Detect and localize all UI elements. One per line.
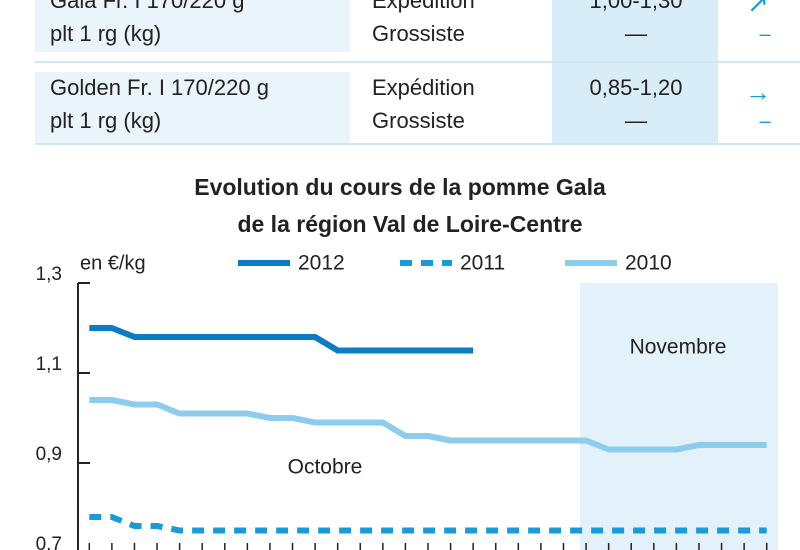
- legend-label: 2010: [625, 252, 672, 275]
- chart-title: Evolution du cours de la pomme Gala: [194, 174, 606, 200]
- series-line: [89, 514, 767, 534]
- trend-arrow: →: [745, 77, 771, 107]
- stage: Grossiste: [372, 21, 465, 46]
- trend: –: [759, 110, 771, 132]
- legend-label: 2011: [460, 252, 505, 275]
- series-line: [89, 325, 474, 354]
- product: plt 1 rg (kg): [50, 108, 161, 133]
- stage: Expédition: [372, 75, 475, 100]
- price: 0,85-1,20: [590, 75, 683, 100]
- november-region: [580, 283, 778, 550]
- legend-label: 2012: [298, 252, 345, 275]
- cell-bg: [35, 0, 350, 52]
- table: Gala Fr. I 170/220 g Expédition 1,00-1,30 p…: [50, 0, 771, 133]
- y-tick-label: 0,7: [36, 534, 62, 550]
- stage: Expédition: [372, 0, 475, 13]
- series-line: [89, 397, 767, 453]
- product: plt 1 rg (kg): [50, 21, 161, 46]
- price: —: [625, 108, 647, 133]
- stage: Grossiste: [372, 108, 465, 133]
- price-column: [552, 0, 718, 145]
- y-tick-label: 0,9: [36, 444, 62, 465]
- product: Golden Fr. I 170/220 g: [50, 75, 269, 100]
- annotation: Novembre: [630, 336, 727, 359]
- trend-arrow: ↗: [747, 0, 769, 18]
- price: 1,00-1,30: [590, 0, 683, 13]
- y-tick-label: 1,3: [36, 264, 62, 285]
- y-axis-label: en €/kg: [80, 252, 146, 274]
- y-tick-label: 1,1: [36, 354, 62, 375]
- trend: –: [759, 23, 771, 45]
- cell-bg: [35, 72, 350, 144]
- annotation: Octobre: [288, 456, 363, 479]
- product: Gala Fr. I 170/220 g: [50, 0, 244, 13]
- price: —: [625, 21, 647, 46]
- chart-title: de la région Val de Loire-Centre: [237, 211, 582, 237]
